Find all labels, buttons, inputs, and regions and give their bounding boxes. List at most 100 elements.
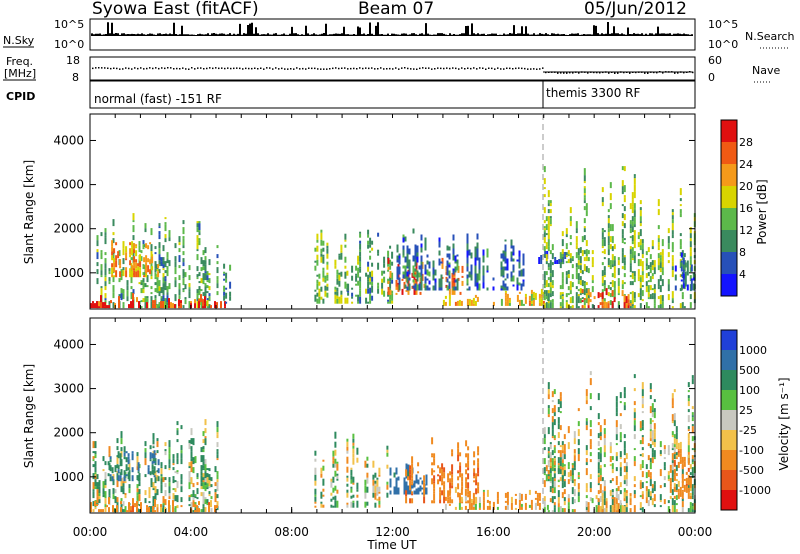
heatmap-cell <box>461 275 464 278</box>
heatmap-cell <box>446 253 449 258</box>
heatmap-cell <box>631 216 634 222</box>
heatmap-cell <box>641 465 644 469</box>
heatmap-cell <box>438 287 441 291</box>
heatmap-cell <box>437 474 440 477</box>
heatmap-cell <box>567 498 570 503</box>
heatmap-cell <box>174 277 177 281</box>
freq-point <box>122 68 124 70</box>
heatmap-cell <box>540 261 543 264</box>
heatmap-cell <box>553 473 556 479</box>
heatmap-cell <box>98 496 101 500</box>
heatmap-cell <box>689 256 692 260</box>
heatmap-cell <box>623 223 626 229</box>
power-colorbar-swatch <box>721 252 737 274</box>
heatmap-cell <box>332 450 335 457</box>
heatmap-cell <box>524 493 527 496</box>
heatmap-cell <box>102 509 104 513</box>
heatmap-cell <box>160 466 163 469</box>
heatmap-cell <box>443 484 446 490</box>
heatmap-cell <box>536 497 539 504</box>
heatmap-cell <box>96 474 99 480</box>
heatmap-cell <box>565 228 568 235</box>
heatmap-cell <box>581 250 584 253</box>
heatmap-cell <box>551 253 554 260</box>
heatmap-cell <box>125 258 128 261</box>
heatmap-cell <box>639 223 642 227</box>
heatmap-cell <box>687 474 690 479</box>
heatmap-cell <box>585 421 588 426</box>
heatmap-cell <box>561 482 564 489</box>
heatmap-cell <box>611 505 614 513</box>
freq-point <box>323 68 325 70</box>
heatmap-cell <box>687 398 690 402</box>
heatmap-cell <box>613 266 616 274</box>
heatmap-cell <box>216 449 219 452</box>
heatmap-cell <box>106 305 108 309</box>
heatmap-cell <box>378 496 381 501</box>
heatmap-cell <box>657 247 660 251</box>
heatmap-cell <box>583 305 586 309</box>
heatmap-cell <box>383 263 386 268</box>
heatmap-cell <box>414 261 417 267</box>
heatmap-cell <box>629 220 632 225</box>
heatmap-cell <box>398 258 401 265</box>
heatmap-cell <box>96 301 98 309</box>
heatmap-cell <box>587 505 590 513</box>
heatmap-cell <box>223 278 226 281</box>
heatmap-cell <box>559 460 562 467</box>
heatmap-cell <box>112 285 115 293</box>
heatmap-cell <box>607 301 610 304</box>
power-colorbar-tick: 28 <box>739 136 753 149</box>
heatmap-cell <box>332 476 335 481</box>
heatmap-cell <box>639 421 642 429</box>
freq-point <box>236 67 238 69</box>
heatmap-cell <box>671 219 674 224</box>
heatmap-cell <box>383 270 386 274</box>
heatmap-cell <box>378 504 381 508</box>
heatmap-cell <box>92 501 95 507</box>
freq-point <box>500 68 502 70</box>
heatmap-cell <box>225 287 228 290</box>
freq-point <box>125 67 127 69</box>
heatmap-cell <box>216 291 219 296</box>
heatmap-cell <box>166 305 169 309</box>
heatmap-cell <box>673 438 676 445</box>
heatmap-cell <box>398 284 401 288</box>
heatmap-cell <box>137 270 140 278</box>
heatmap-cell <box>96 496 99 504</box>
freq-point <box>128 67 130 70</box>
heatmap-cell <box>615 476 618 480</box>
heatmap-cell <box>681 477 684 483</box>
heatmap-cell <box>609 282 612 285</box>
heatmap-cell <box>162 477 165 483</box>
heatmap-cell <box>168 459 171 465</box>
heatmap-cell <box>190 458 193 462</box>
heatmap-cell <box>506 273 509 279</box>
heatmap-cell <box>386 449 389 453</box>
heatmap-cell <box>411 478 414 482</box>
heatmap-cell <box>663 466 666 471</box>
heatmap-cell <box>359 268 362 273</box>
heatmap-cell <box>147 467 150 475</box>
heatmap-cell <box>589 439 592 445</box>
heatmap-cell <box>528 300 531 303</box>
heatmap-cell <box>671 298 674 301</box>
heatmap-cell <box>113 275 116 278</box>
heatmap-cell <box>645 486 648 492</box>
nsky-tick-top: 10^5 <box>54 18 84 31</box>
heatmap-cell <box>482 496 485 501</box>
velocity-colorbar-tick: 25 <box>739 404 753 417</box>
heatmap-cell <box>393 472 396 478</box>
heatmap-cell <box>112 488 115 495</box>
heatmap-cell <box>204 303 206 309</box>
heatmap-cell <box>589 393 592 400</box>
heatmap-cell <box>575 230 578 234</box>
heatmap-cell <box>657 199 660 207</box>
heatmap-cell <box>158 264 161 267</box>
heatmap-cell <box>178 255 181 263</box>
heatmap-cell <box>332 487 335 493</box>
heatmap-cell <box>617 301 620 306</box>
heatmap-cell <box>605 288 608 296</box>
heatmap-cell <box>551 477 554 480</box>
heatmap-cell <box>492 286 495 291</box>
